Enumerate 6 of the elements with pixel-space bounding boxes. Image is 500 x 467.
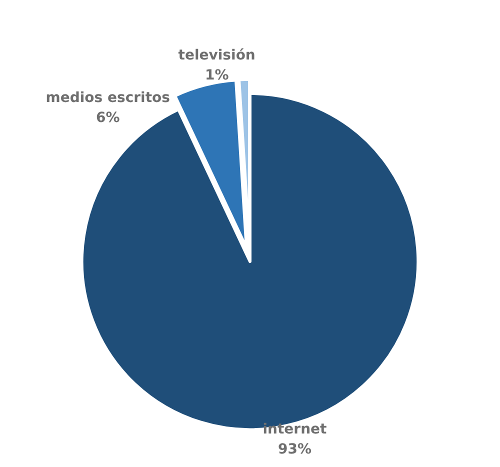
slice-label: medios escritos: [46, 90, 170, 106]
slice-label: televisión: [178, 47, 256, 64]
data-label: 6%: [96, 110, 120, 126]
data-label: 1%: [204, 67, 229, 84]
data-label: 93%: [278, 441, 312, 458]
slice-label: internet: [262, 421, 328, 438]
